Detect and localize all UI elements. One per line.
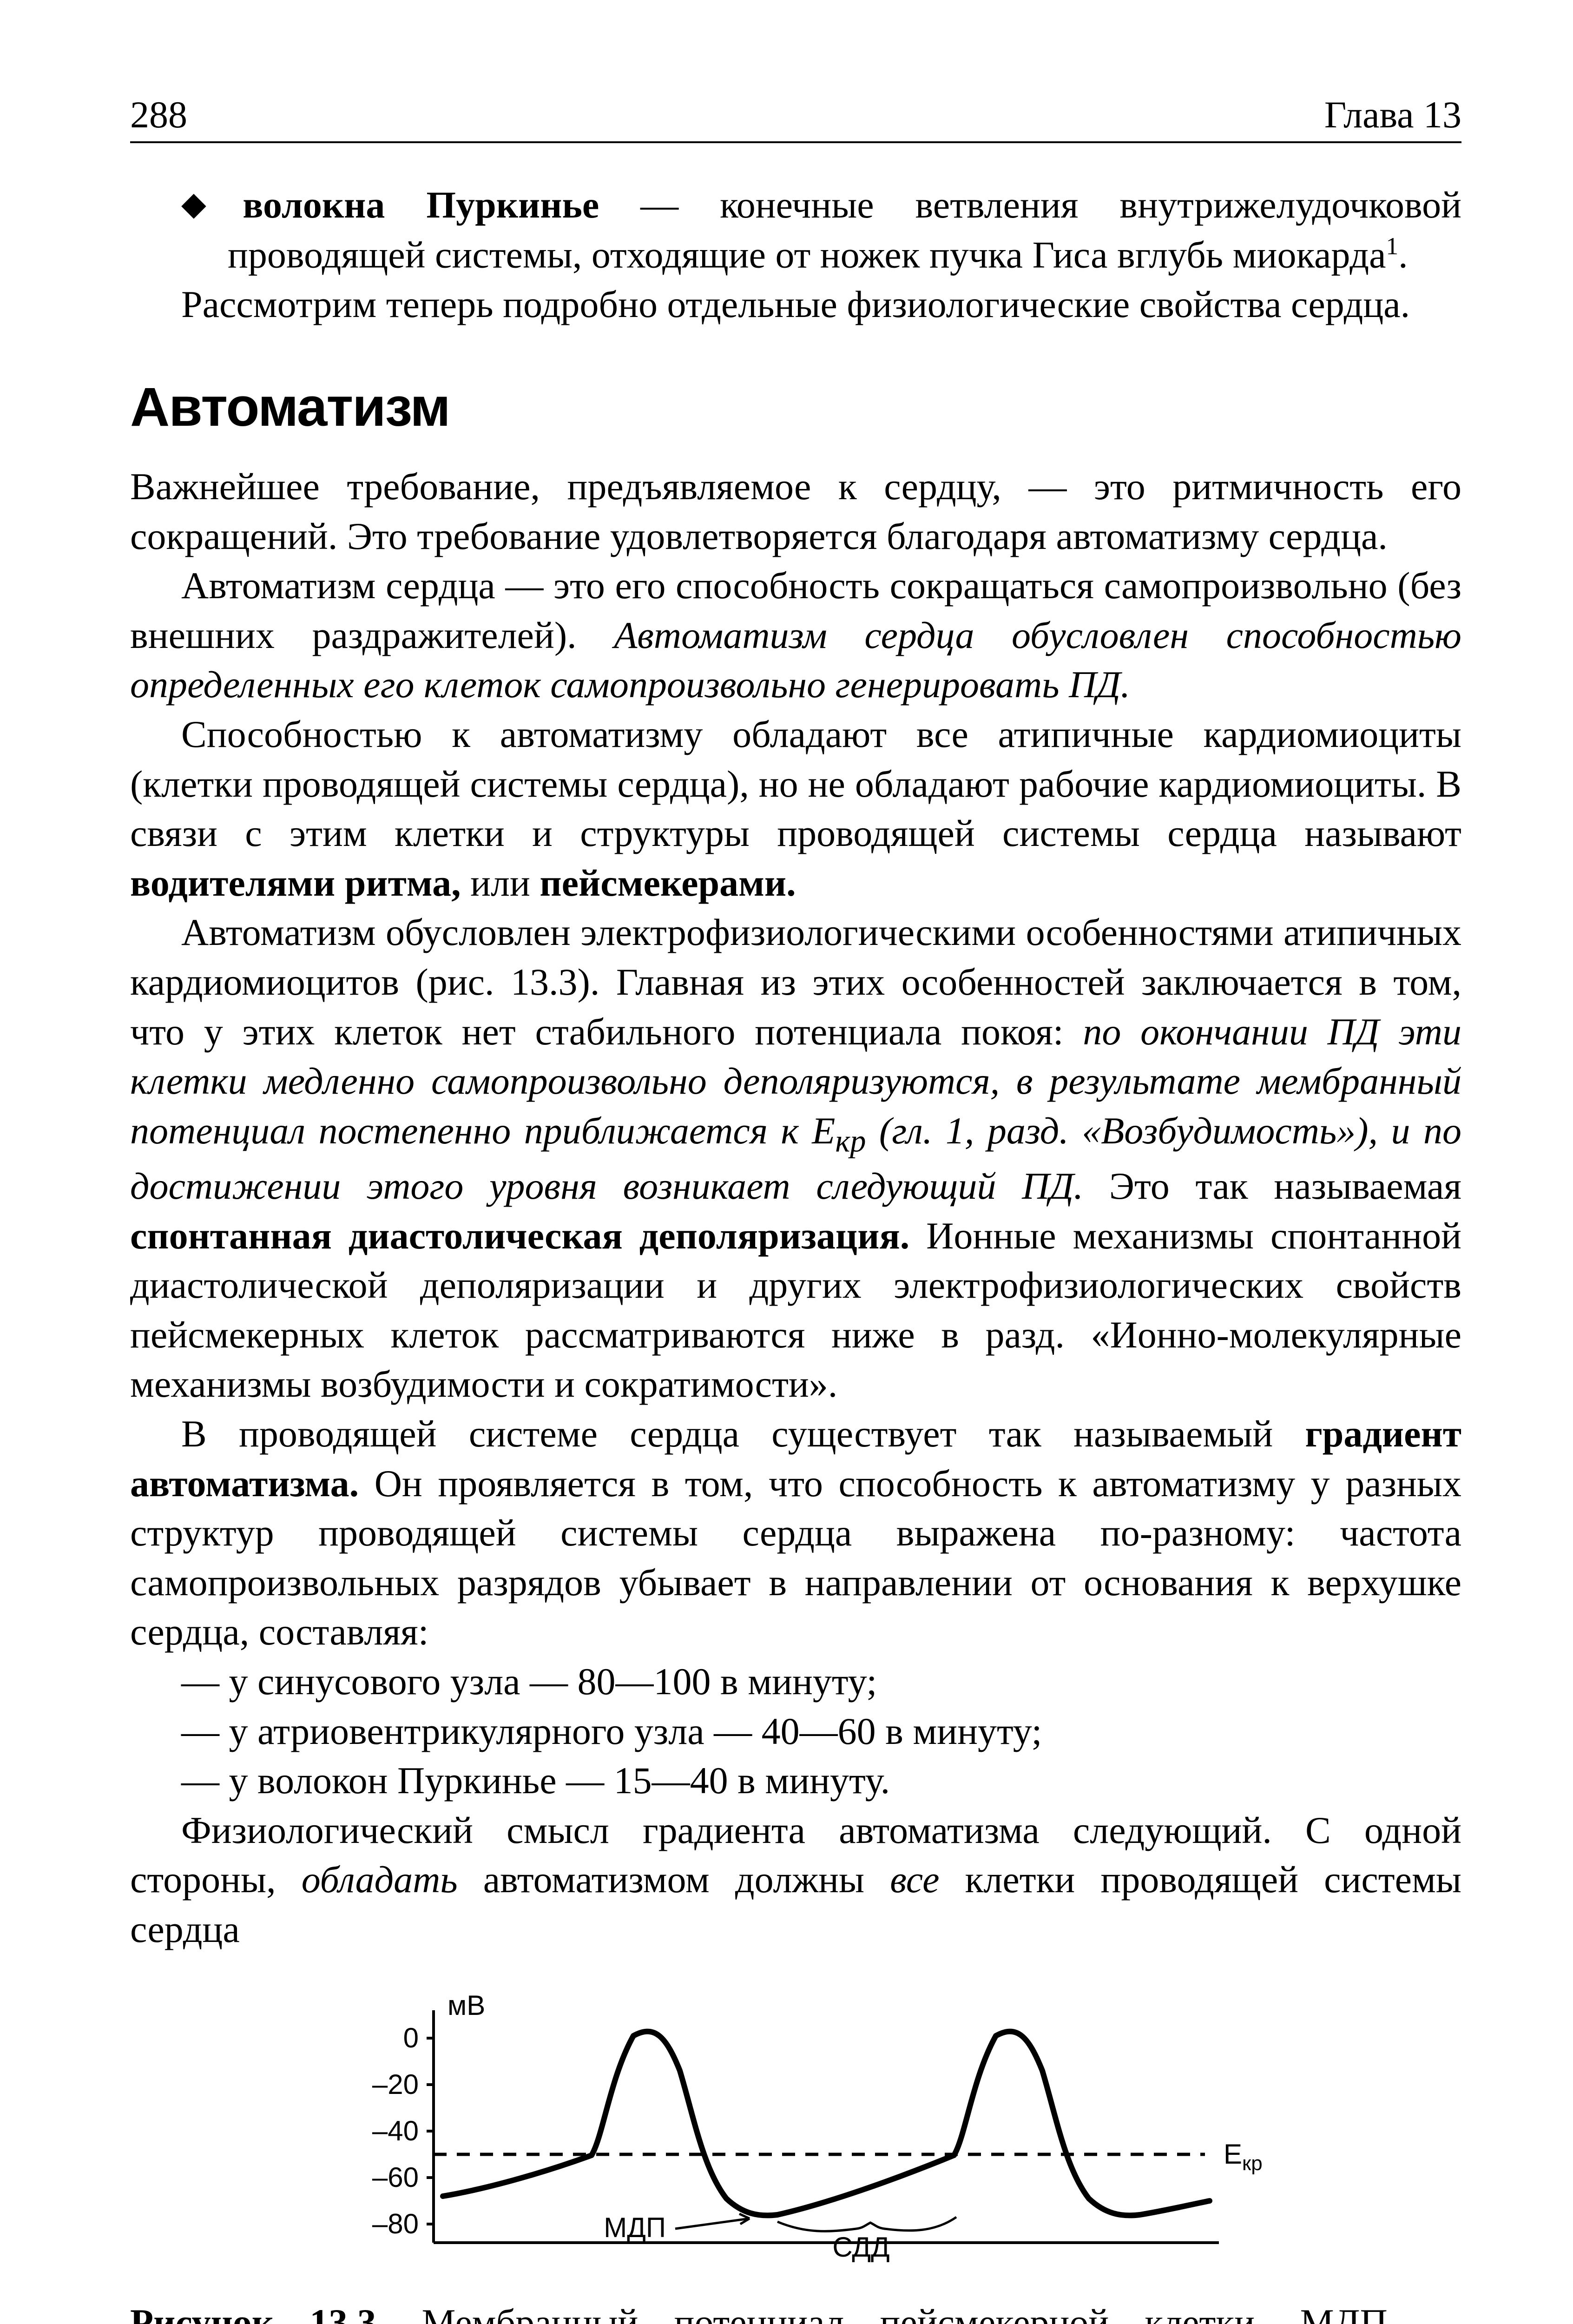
paragraph: Автоматизм обусловлен электрофизиологиче… — [130, 908, 1461, 1409]
footnote-ref: 1 — [1386, 232, 1398, 260]
list-item: — у атриовентрикулярного узла — 40—60 в … — [130, 1707, 1461, 1756]
list-item: — у синусового узла — 80—100 в минуту; — [130, 1657, 1461, 1707]
page-number: 288 — [130, 93, 187, 137]
sdd-brace — [777, 2217, 956, 2231]
chapter-label: Глава 13 — [1324, 93, 1461, 137]
section-title: Автоматизм — [130, 376, 1461, 439]
chart-svg: 0 –20 –40 –60 –80 мВ Eкр СДД МДП — [308, 1982, 1284, 2271]
page-header: 288 Глава 13 — [130, 93, 1461, 143]
figure-13-3: 0 –20 –40 –60 –80 мВ Eкр СДД МДП — [130, 1982, 1461, 2271]
body-text: Важнейшее требование, предъявляемое к се… — [130, 462, 1461, 1954]
ytick-label: –80 — [372, 2208, 418, 2239]
bullet-term: волокна Пуркинье — [243, 184, 599, 226]
waveform — [443, 2031, 1210, 2215]
list-item: — у волокон Пуркинье — 15—40 в минуту. — [130, 1756, 1461, 1806]
mdp-arrow — [675, 2218, 750, 2229]
paragraph: Физиологический смысл градиента автомати… — [130, 1806, 1461, 1954]
sdd-label: СДД — [832, 2232, 889, 2263]
page: 288 Глава 13 ◆волокна Пуркинье — конечны… — [0, 0, 1573, 2324]
paragraph: Важнейшее требование, предъявляемое к се… — [130, 462, 1461, 561]
ekr-label: Eкр — [1224, 2139, 1263, 2175]
paragraph: Автоматизм сердца — это его способность … — [130, 561, 1461, 710]
paragraph: Способностью к автоматизму обладают все … — [130, 710, 1461, 908]
ytick-label: –60 — [372, 2162, 418, 2193]
y-unit-label: мВ — [448, 1990, 485, 2021]
ytick-label: 0 — [403, 2022, 418, 2053]
mdp-label: МДП — [604, 2212, 666, 2243]
ytick-label: –20 — [372, 2069, 418, 2100]
dash-list: — у синусового узла — 80—100 в минуту; —… — [130, 1657, 1461, 1806]
ytick-label: –40 — [372, 2115, 418, 2146]
lead-sentence: Рассмотрим теперь подробно отдельные физ… — [130, 280, 1461, 330]
paragraph: В проводящей системе сердца существует т… — [130, 1409, 1461, 1657]
bullet-item: ◆волокна Пуркинье — конечные ветвления в… — [130, 180, 1461, 329]
diamond-icon: ◆ — [181, 186, 243, 222]
figure-caption: Рисунок 13.3. Мембранный потенциал пейсм… — [130, 2298, 1461, 2324]
